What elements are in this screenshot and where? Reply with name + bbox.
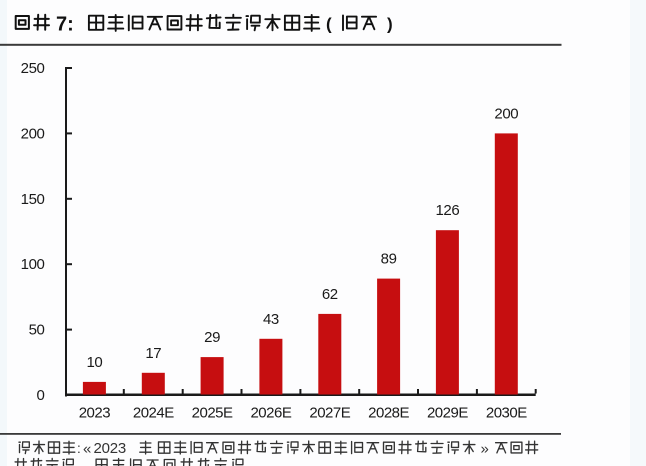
svg-text:(: ( — [326, 15, 332, 34]
svg-text:89: 89 — [381, 251, 397, 268]
svg-text:100: 100 — [21, 256, 45, 273]
svg-text:»: » — [481, 441, 489, 458]
svg-text:200: 200 — [21, 125, 45, 142]
svg-text:150: 150 — [21, 191, 45, 208]
svg-text:250: 250 — [21, 60, 45, 77]
svg-text:7:: 7: — [56, 14, 74, 36]
svg-text:0: 0 — [37, 387, 45, 404]
svg-text:2025E: 2025E — [192, 405, 233, 422]
svg-text:2027E: 2027E — [309, 405, 350, 422]
svg-text:29: 29 — [204, 329, 220, 346]
svg-text:200: 200 — [494, 105, 518, 122]
svg-text::: : — [77, 441, 81, 456]
svg-text:126: 126 — [435, 202, 459, 219]
svg-text:2028E: 2028E — [368, 405, 409, 422]
svg-text:43: 43 — [263, 311, 279, 328]
svg-text:2026E: 2026E — [250, 405, 291, 422]
svg-text:62: 62 — [322, 286, 338, 303]
svg-text:2030E: 2030E — [486, 405, 527, 422]
svg-text:2024E: 2024E — [133, 405, 174, 422]
svg-text:): ) — [387, 15, 393, 34]
svg-text:17: 17 — [145, 345, 161, 362]
svg-text:2029E: 2029E — [427, 405, 468, 422]
svg-text:2023: 2023 — [79, 405, 111, 422]
svg-text:«: « — [83, 441, 91, 458]
svg-text:50: 50 — [29, 322, 45, 339]
svg-text:2023: 2023 — [94, 440, 127, 457]
svg-text:10: 10 — [86, 354, 102, 371]
